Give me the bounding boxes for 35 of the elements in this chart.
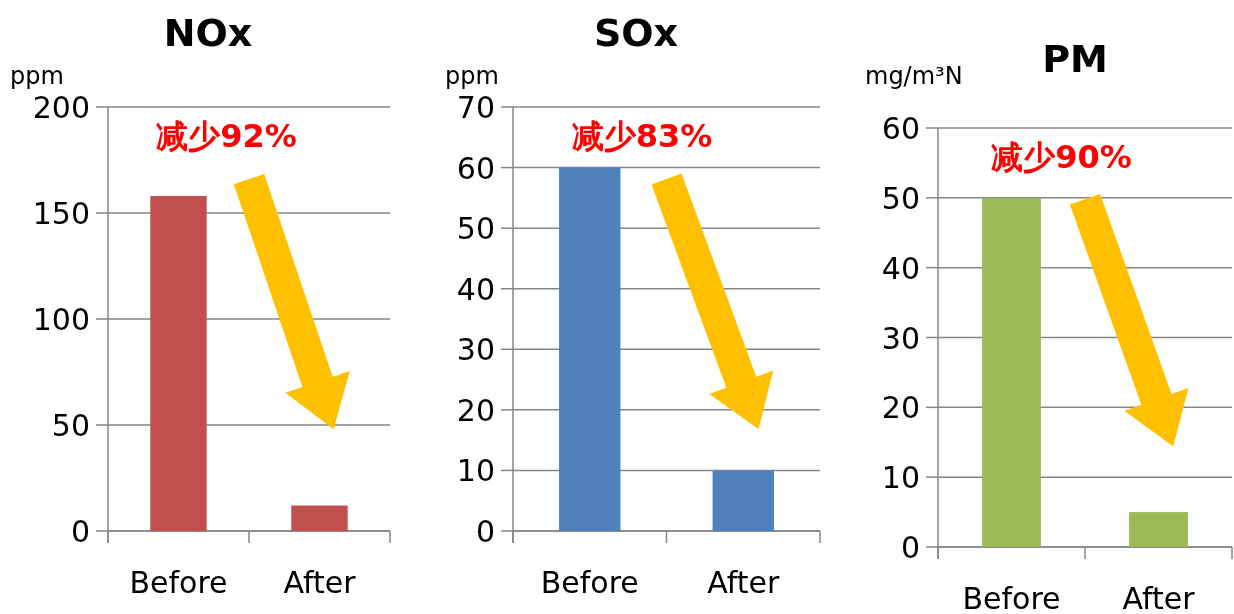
y-tick-label: 0 bbox=[475, 514, 495, 549]
y-tick-label: 50 bbox=[51, 408, 90, 443]
annotation: 减少92% bbox=[156, 117, 297, 155]
y-axis-title: ppm bbox=[445, 62, 499, 90]
y-axis-title: ppm bbox=[10, 62, 64, 90]
chart-title: PM bbox=[1042, 37, 1108, 81]
y-tick-label: 20 bbox=[881, 390, 920, 426]
y-tick-label: 100 bbox=[32, 302, 90, 337]
y-tick-label: 50 bbox=[881, 180, 920, 216]
y-tick-label: 40 bbox=[881, 250, 920, 286]
y-tick-label: 40 bbox=[456, 271, 495, 307]
chart-title: SOx bbox=[593, 11, 679, 55]
x-tick-label: Before bbox=[129, 565, 228, 600]
x-tick-label: Before bbox=[540, 565, 639, 600]
annotation: 减少90% bbox=[991, 138, 1132, 176]
annotation: 减少83% bbox=[571, 117, 713, 155]
y-tick-label: 10 bbox=[456, 453, 495, 489]
y-tick-label: 60 bbox=[881, 111, 920, 146]
y-tick-label: 50 bbox=[456, 211, 495, 247]
x-tick-label: Before bbox=[962, 581, 1061, 614]
y-axis-title: mg/m³N bbox=[865, 62, 963, 90]
y-tick-label: 30 bbox=[881, 320, 920, 356]
x-tick-label: After bbox=[283, 565, 357, 600]
y-tick-label: 70 bbox=[456, 90, 495, 125]
y-tick-label: 200 bbox=[32, 90, 90, 125]
y-tick-label: 0 bbox=[70, 514, 90, 549]
x-tick-label: After bbox=[1122, 581, 1196, 614]
x-tick-label: After bbox=[707, 565, 780, 600]
y-tick-label: 60 bbox=[456, 150, 495, 186]
y-tick-label: 30 bbox=[456, 332, 495, 368]
y-tick-label: 150 bbox=[32, 196, 90, 231]
y-tick-label: 20 bbox=[456, 392, 495, 428]
y-tick-label: 0 bbox=[900, 530, 920, 565]
chart-title: NOx bbox=[163, 11, 253, 55]
y-tick-label: 10 bbox=[881, 460, 920, 496]
